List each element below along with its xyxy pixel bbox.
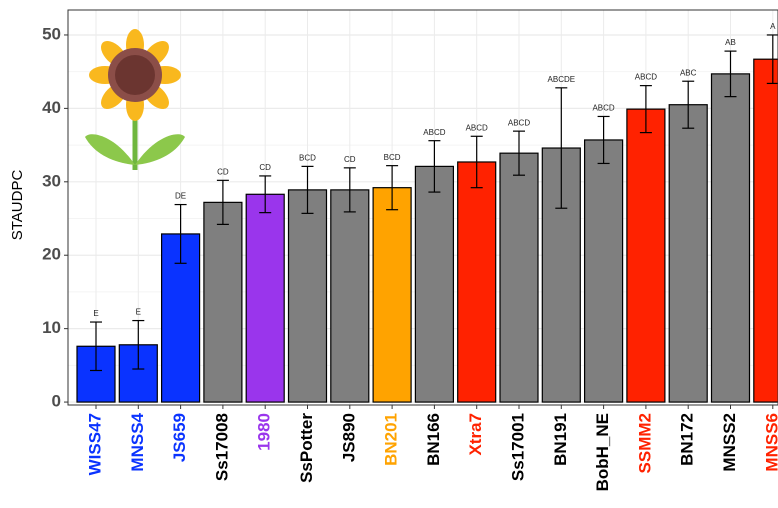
- significance-letter: ABCDE: [548, 75, 576, 84]
- x-tick-label: BN201: [382, 413, 401, 466]
- bar: [373, 188, 411, 402]
- significance-letter: AB: [725, 38, 736, 47]
- x-tick-label: MNSS2: [720, 413, 739, 472]
- bar: [458, 162, 496, 402]
- significance-letter: ABCD: [423, 128, 445, 137]
- significance-letter: CD: [344, 155, 356, 164]
- x-tick-label: MNSS6: [762, 413, 778, 472]
- x-tick-label: WISS47: [85, 413, 104, 475]
- significance-letter: BCD: [299, 153, 316, 162]
- y-tick-label: 40: [42, 98, 61, 117]
- x-tick-label: JS890: [339, 413, 358, 462]
- bar: [331, 190, 369, 402]
- significance-letter: ABCD: [508, 118, 530, 127]
- x-tick-label: Xtra7: [466, 413, 485, 456]
- x-tick-label: BN191: [551, 413, 570, 466]
- significance-letter: A: [770, 22, 776, 31]
- significance-letter: BCD: [384, 153, 401, 162]
- bar: [415, 166, 453, 402]
- bar: [500, 153, 538, 402]
- significance-letter: ABCD: [592, 104, 614, 113]
- y-tick-label: 30: [42, 171, 61, 190]
- x-tick-label: BobH_NE: [593, 413, 612, 491]
- y-tick-label: 20: [42, 245, 61, 264]
- x-tick-label: BN172: [678, 413, 697, 466]
- bar: [289, 190, 327, 402]
- significance-letter: E: [93, 309, 98, 318]
- page: {"chart_data": {"type": "bar", "y_label"…: [0, 0, 778, 508]
- bar: [204, 202, 242, 402]
- bar: [627, 109, 665, 402]
- bar: [754, 59, 778, 402]
- bar: [712, 74, 750, 402]
- y-axis-label: STAUDPC: [9, 170, 26, 241]
- significance-letter: ABC: [680, 68, 697, 77]
- significance-letter: ABCD: [466, 123, 488, 132]
- y-tick-label: 0: [52, 392, 61, 411]
- bar: [246, 194, 284, 402]
- significance-letter: E: [136, 308, 141, 317]
- x-tick-label: 1980: [255, 413, 274, 451]
- y-tick-label: 50: [42, 24, 61, 43]
- bar: [585, 140, 623, 402]
- x-tick-label: SSMM2: [635, 413, 654, 473]
- y-tick-label: 10: [42, 318, 61, 337]
- x-tick-label: MNSS4: [128, 412, 147, 471]
- x-tick-label: Ss17008: [212, 413, 231, 481]
- bar: [669, 105, 707, 402]
- x-tick-label: Ss17001: [508, 413, 527, 481]
- chart: STAUDPC 0 10 20 30 40 50 E WISS47 E MNSS4 DE JS659 C…: [0, 0, 778, 508]
- significance-letter: ABCD: [635, 73, 657, 82]
- significance-letter: DE: [175, 192, 186, 201]
- x-tick-label: BN166: [424, 413, 443, 466]
- x-tick-label: SsPotter: [297, 413, 316, 483]
- significance-letter: CD: [217, 167, 229, 176]
- x-tick-label: JS659: [170, 413, 189, 462]
- significance-letter: CD: [259, 163, 271, 172]
